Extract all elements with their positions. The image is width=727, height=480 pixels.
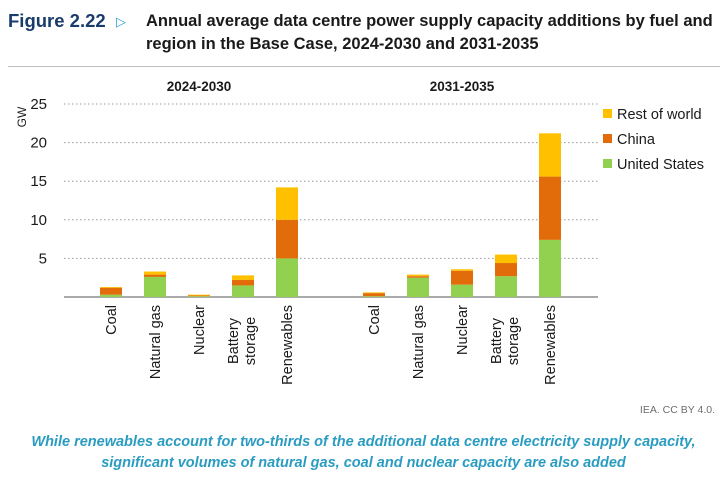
- y-tick-label: 10: [30, 212, 47, 229]
- bar-segment-2024-2030-battery-storage-united-states: [232, 285, 254, 297]
- header-divider: [8, 66, 720, 67]
- bar-segment-2024-2030-nuclear-rest-of-world: [188, 294, 210, 296]
- y-tick-label: 20: [30, 135, 47, 152]
- figure-title: Annual average data centre power supply …: [146, 12, 713, 53]
- panel-title-2031-2035: 2031-2035: [430, 79, 495, 94]
- bar-segment-2024-2030-coal-united-states: [100, 294, 122, 297]
- figure-header: Figure 2.22 ▷ Annual average data centre…: [8, 6, 720, 64]
- bar-segment-2031-2035-battery-storage-china: [495, 263, 517, 277]
- figure-caption: While renewables account for two-thirds …: [31, 434, 696, 471]
- x-tick-label: Natural gas: [148, 305, 164, 379]
- bar-segment-2031-2035-nuclear-china: [451, 270, 473, 285]
- bar-segment-2031-2035-natural-gas-united-states: [407, 277, 429, 297]
- bar-segment-2031-2035-natural-gas-rest-of-world: [407, 274, 429, 277]
- x-tick-label: Renewables: [280, 305, 296, 385]
- legend-swatch-united-states: [603, 159, 612, 168]
- x-tick-label: Batterystorage: [226, 317, 259, 365]
- bar-segment-2031-2035-nuclear-united-states: [451, 284, 473, 297]
- bar-segment-2024-2030-natural-gas-united-states: [144, 276, 166, 297]
- x-tick-label: Renewables: [543, 305, 559, 385]
- legend-swatch-china: [603, 134, 612, 143]
- figure-label: Figure 2.22: [8, 10, 106, 31]
- bar-segment-2024-2030-renewables-united-states: [276, 258, 298, 297]
- bar-segment-2024-2030-natural-gas-china: [144, 274, 166, 277]
- x-tick-label: Coal: [104, 305, 120, 335]
- y-axis-label: GW: [15, 106, 29, 127]
- legend-label-rest-of-world: Rest of world: [617, 107, 702, 123]
- bar-segment-2024-2030-battery-storage-rest-of-world: [232, 275, 254, 281]
- bar-segment-2031-2035-coal-united-states: [363, 296, 385, 297]
- legend-label-china: China: [617, 132, 656, 148]
- x-tick-label: Nuclear: [192, 305, 208, 355]
- bar-segment-2024-2030-natural-gas-rest-of-world: [144, 271, 166, 275]
- bar-segment-2031-2035-renewables-rest-of-world: [539, 133, 561, 177]
- bar-segment-2024-2030-coal-rest-of-world: [100, 286, 122, 288]
- bar-segment-2024-2030-nuclear-united-states: [188, 296, 210, 297]
- bar-segment-2031-2035-nuclear-rest-of-world: [451, 269, 473, 271]
- figure-arrow-icon: ▷: [116, 14, 126, 29]
- bar-segment-2031-2035-battery-storage-united-states: [495, 276, 517, 297]
- bar-segment-2031-2035-coal-china: [363, 293, 385, 297]
- bar-segment-2031-2035-renewables-united-states: [539, 239, 561, 297]
- bar-segment-2024-2030-nuclear-china: [188, 295, 210, 297]
- panel-title-2024-2030: 2024-2030: [167, 79, 232, 94]
- bar-segment-2031-2035-battery-storage-rest-of-world: [495, 254, 517, 264]
- legend-label-united-states: United States: [617, 157, 704, 173]
- bar-segment-2024-2030-renewables-rest-of-world: [276, 187, 298, 220]
- bar-segment-2024-2030-coal-china: [100, 287, 122, 295]
- bar-segment-2024-2030-renewables-china: [276, 219, 298, 259]
- y-tick-label: 5: [39, 250, 47, 267]
- bar-segment-2031-2035-renewables-china: [539, 176, 561, 240]
- legend-swatch-rest-of-world: [603, 109, 612, 118]
- x-tick-label: Coal: [367, 305, 383, 335]
- x-tick-label: Nuclear: [455, 305, 471, 355]
- y-tick-label: 15: [30, 173, 47, 190]
- y-tick-label: 25: [30, 96, 47, 113]
- x-tick-label: Batterystorage: [489, 317, 522, 365]
- bar-segment-2031-2035-natural-gas-china: [407, 276, 429, 278]
- bar-segment-2031-2035-coal-rest-of-world: [363, 292, 385, 294]
- bar-segment-2024-2030-battery-storage-china: [232, 280, 254, 286]
- x-tick-label: Natural gas: [411, 305, 427, 379]
- figure-credit: IEA. CC BY 4.0.: [639, 404, 715, 416]
